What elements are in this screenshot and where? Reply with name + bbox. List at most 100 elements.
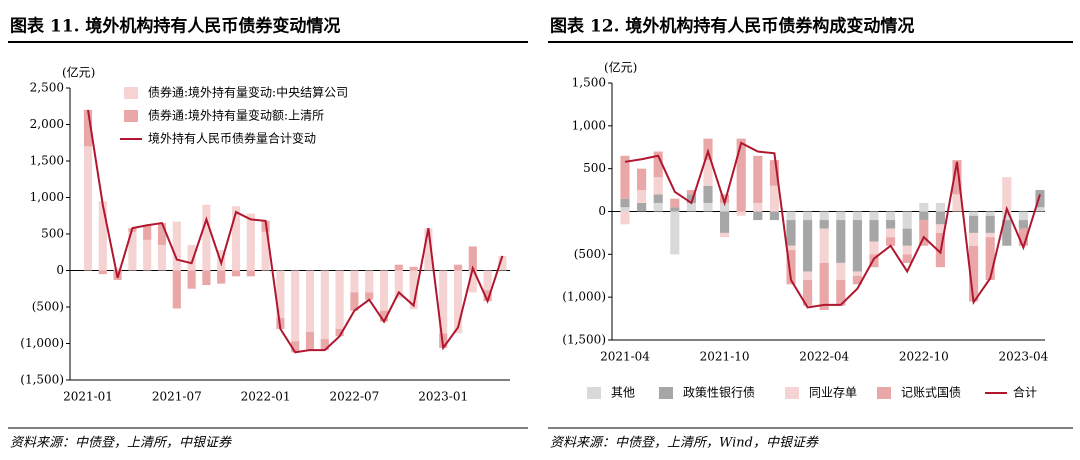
bar <box>365 292 374 300</box>
bar <box>836 262 846 281</box>
bar <box>819 228 829 263</box>
y-tick-label: (500) <box>32 300 64 314</box>
bar <box>1002 220 1012 246</box>
x-tick-label: 2023-04 <box>998 350 1048 364</box>
bar <box>919 211 929 221</box>
bar <box>172 270 181 309</box>
x-tick-label: 2022-01 <box>241 390 291 404</box>
x-tick-label: 2023-01 <box>418 390 468 404</box>
source-note: 资料来源：中债登，上清所，中银证券 <box>10 436 232 451</box>
unit-label: (亿元) <box>62 65 95 80</box>
bar <box>637 190 647 203</box>
bar <box>786 245 796 251</box>
legend-swatch <box>124 110 138 122</box>
bar <box>365 270 374 293</box>
bar <box>1018 228 1028 246</box>
bar <box>498 255 507 271</box>
y-tick-label: (1,000) <box>20 336 64 350</box>
legend-label: 其他 <box>611 386 635 400</box>
bar <box>852 220 862 272</box>
bar <box>985 237 995 281</box>
bar <box>686 190 696 195</box>
bar <box>686 202 696 212</box>
bar <box>902 228 912 246</box>
legend-label: 债券通:境外持有量变动额:上清所 <box>148 108 324 123</box>
bar <box>786 220 796 246</box>
bar <box>409 270 418 310</box>
bar <box>335 328 344 337</box>
legend-swatch <box>659 387 673 399</box>
bar <box>852 211 862 221</box>
bar <box>969 245 979 302</box>
bar <box>379 310 389 322</box>
bar <box>952 194 962 212</box>
bar <box>113 268 122 271</box>
bar <box>786 250 796 285</box>
bar <box>157 223 167 245</box>
bar <box>935 211 945 225</box>
bar <box>291 341 300 353</box>
bar <box>769 185 779 212</box>
bar <box>985 211 995 216</box>
bar <box>753 211 763 221</box>
bar <box>952 160 962 195</box>
bar <box>83 146 93 271</box>
bar <box>276 270 285 318</box>
bar <box>468 270 477 293</box>
y-tick-label: 500 <box>41 227 64 241</box>
bar <box>453 264 463 271</box>
bar <box>670 198 680 208</box>
bar <box>320 339 329 351</box>
x-tick-label: 2022-10 <box>899 350 949 364</box>
source-note: 资料来源：中债登，上清所，Wind，中银证券 <box>550 436 819 451</box>
y-tick-label: 0 <box>56 263 64 277</box>
bar <box>886 237 896 246</box>
bar <box>720 194 730 203</box>
x-tick-label: 2022-04 <box>799 350 849 364</box>
x-tick-label: 2021-01 <box>63 390 113 404</box>
bar <box>902 245 912 255</box>
bar <box>653 202 663 212</box>
chart-title: 图表 12. 境外机构持有人民币债券构成变动情况 <box>550 16 914 37</box>
bar <box>350 270 359 293</box>
bar <box>468 246 477 271</box>
bar <box>1035 207 1045 212</box>
bar <box>653 151 663 178</box>
line <box>624 141 1041 309</box>
bar <box>902 211 912 229</box>
bar <box>187 270 196 289</box>
chart-title: 图表 11. 境外机构持有人民币债券变动情况 <box>10 16 340 37</box>
bar <box>202 204 211 271</box>
bar <box>919 202 929 212</box>
bar <box>803 211 813 221</box>
bar <box>483 290 492 302</box>
bar <box>969 211 979 216</box>
unit-label: (亿元) <box>604 60 637 75</box>
bar <box>620 155 630 199</box>
legend-label: 债券通:境外持有量变动:中央结算公司 <box>148 85 348 100</box>
bar <box>670 207 680 212</box>
bar <box>143 239 152 271</box>
bar <box>985 215 995 233</box>
bar <box>935 202 945 212</box>
bar <box>869 254 879 268</box>
y-tick-label: 0 <box>598 204 606 218</box>
y-tick-label: (500) <box>574 247 606 261</box>
bar <box>819 211 829 221</box>
bar <box>1018 211 1028 221</box>
bar <box>836 220 846 263</box>
bar <box>246 270 255 277</box>
bar <box>902 254 912 263</box>
bar <box>686 194 696 203</box>
x-tick-label: 2021-04 <box>600 350 650 364</box>
bar <box>620 211 630 225</box>
bar <box>424 228 433 271</box>
legend-swatch <box>124 87 138 99</box>
bar <box>246 213 255 271</box>
legend-label: 境外持有人民币债券量合计变动 <box>148 131 316 146</box>
bar <box>836 211 846 221</box>
bar <box>172 221 181 271</box>
bar <box>869 211 879 221</box>
bar <box>869 241 879 255</box>
